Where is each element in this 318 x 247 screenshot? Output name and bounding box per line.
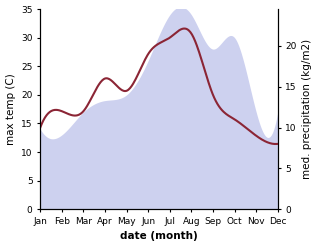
Y-axis label: max temp (C): max temp (C) xyxy=(5,73,16,145)
X-axis label: date (month): date (month) xyxy=(120,231,198,242)
Y-axis label: med. precipitation (kg/m2): med. precipitation (kg/m2) xyxy=(302,39,313,179)
